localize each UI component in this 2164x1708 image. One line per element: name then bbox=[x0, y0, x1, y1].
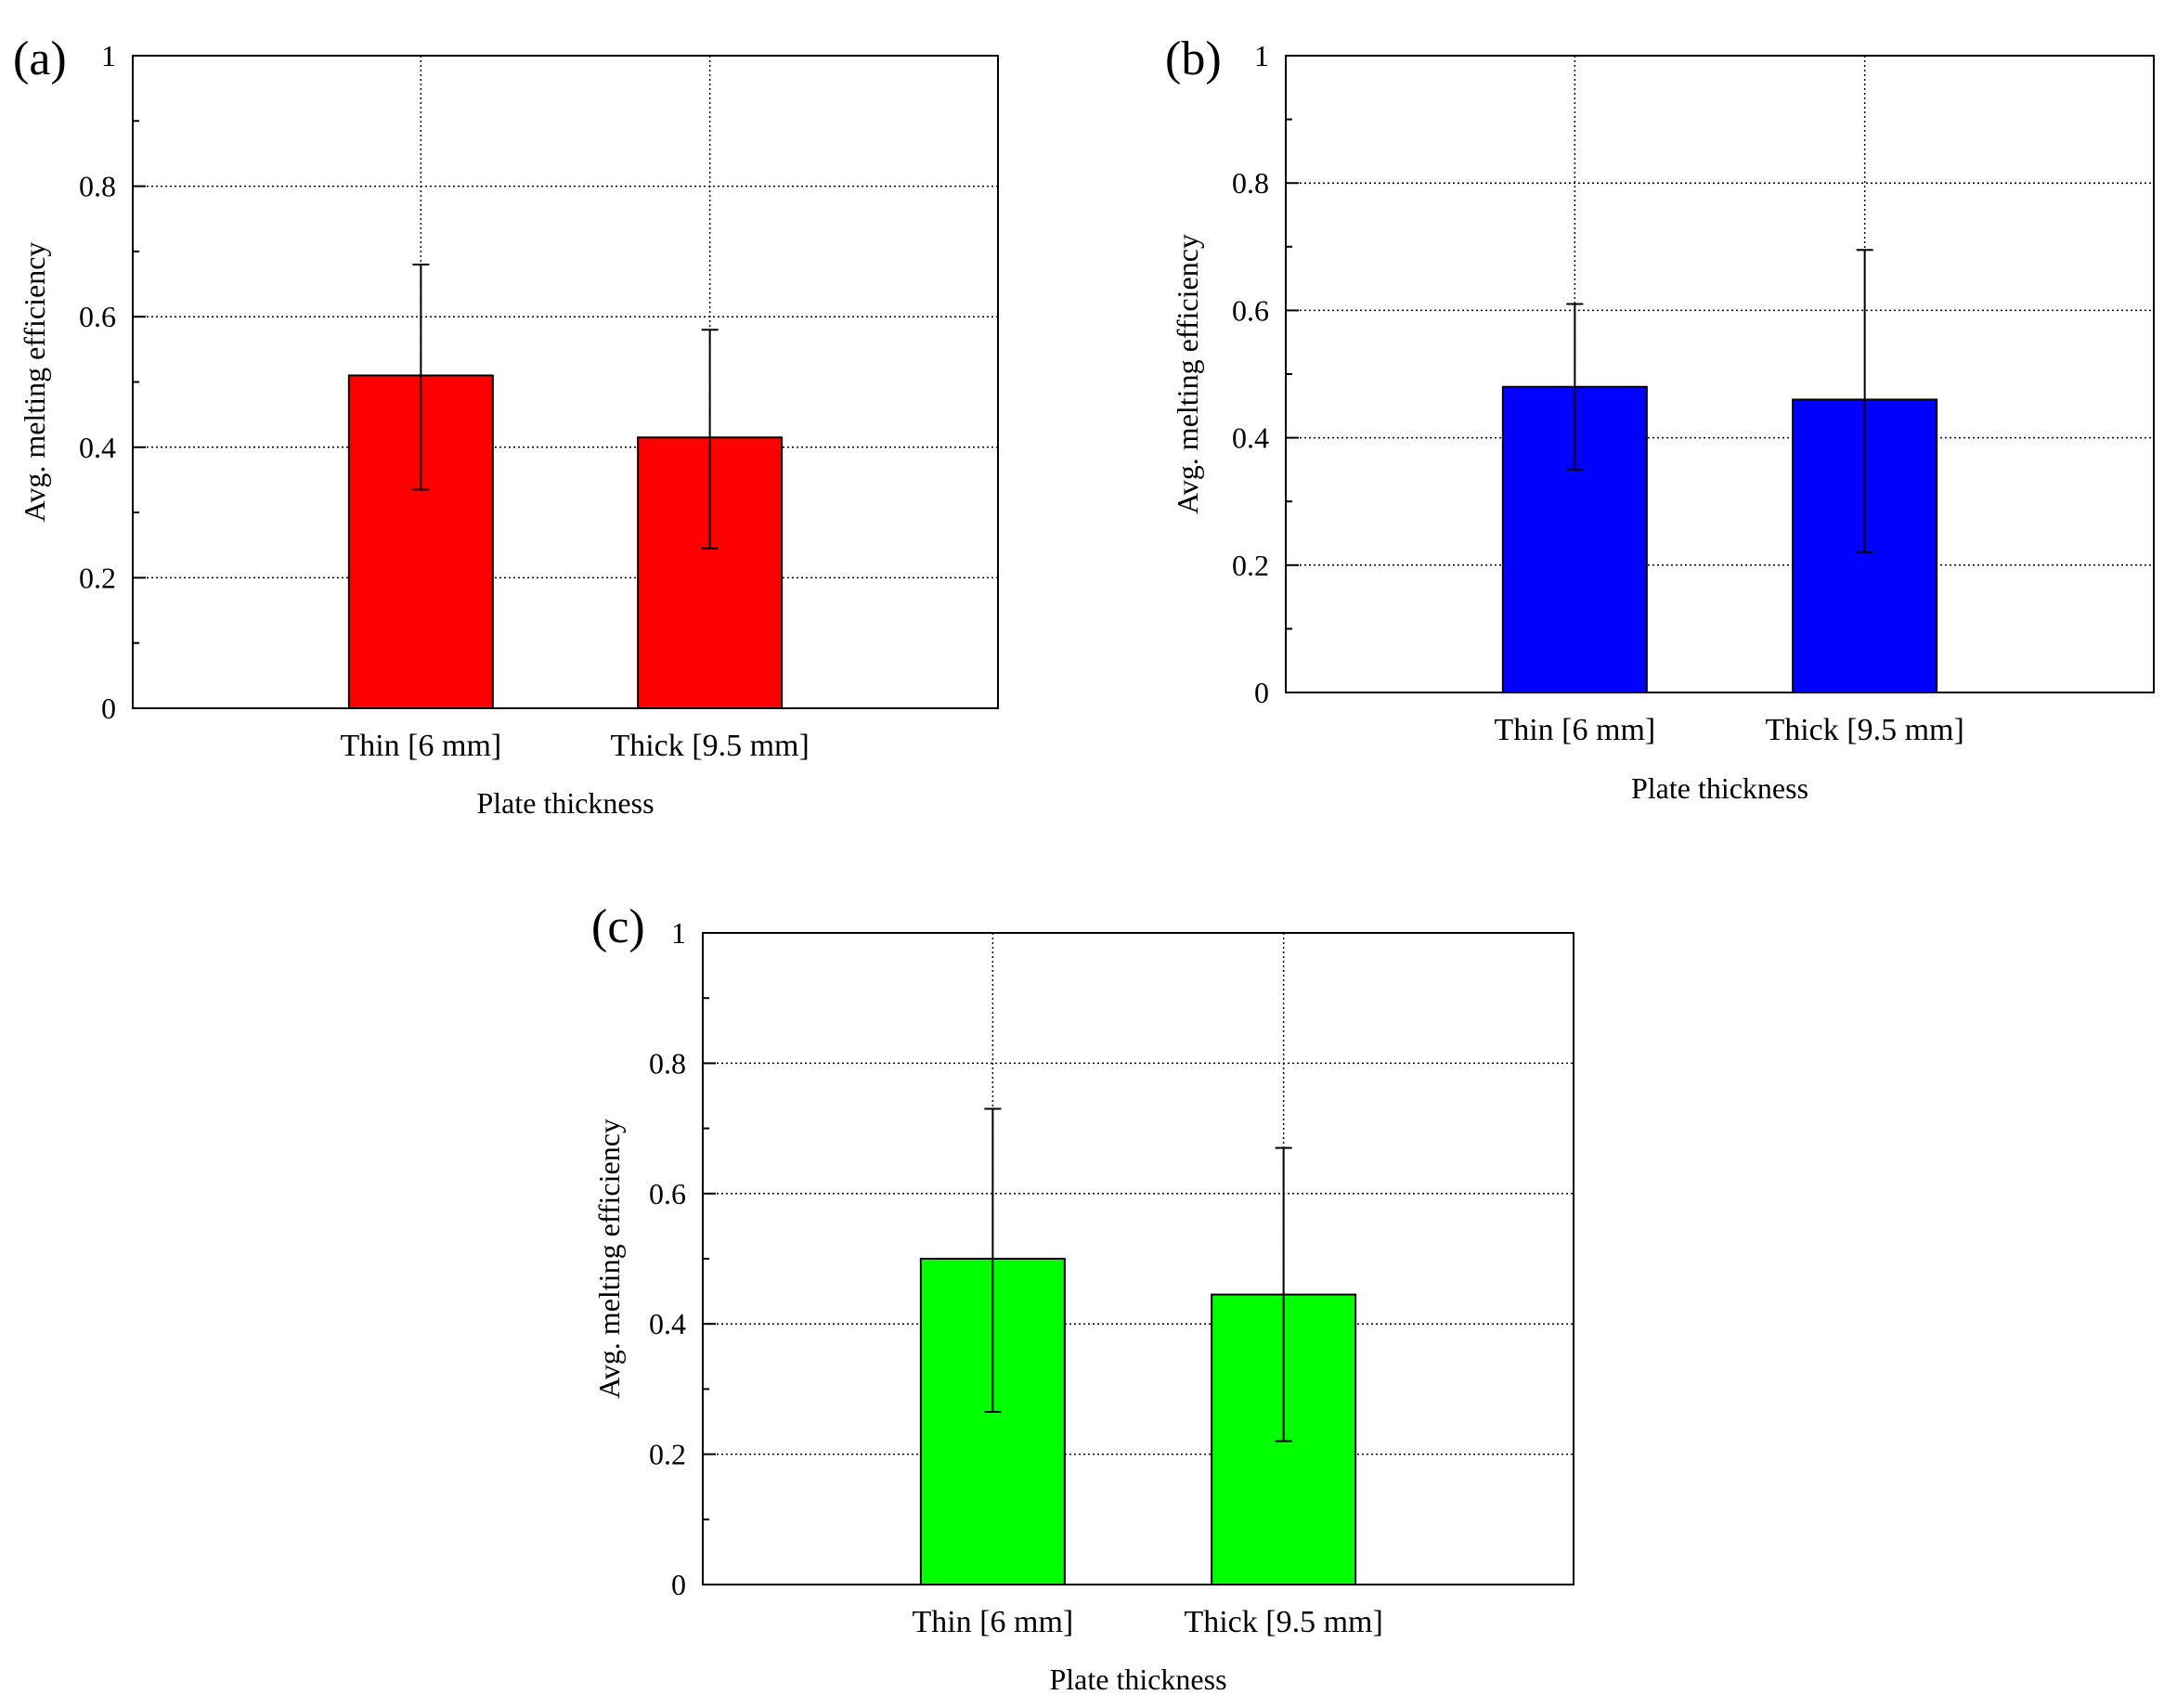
y-tick-label: 0 bbox=[671, 1568, 686, 1601]
panel-label: (c) bbox=[591, 900, 645, 953]
x-tick-label: Thick [9.5 mm] bbox=[1765, 713, 1963, 747]
chart-panel-c: (c) 0 0.2 0.4 0.6 0.8 1 Thin [6 mm] Thick [9.5 m… bbox=[591, 900, 1574, 1696]
y-tick-label: 0 bbox=[101, 692, 116, 725]
y-tick-label: 0.8 bbox=[79, 170, 116, 203]
x-tick-label: Thin [6 mm] bbox=[1494, 713, 1655, 747]
y-tick-label: 0.8 bbox=[649, 1046, 686, 1080]
y-tick-label: 1 bbox=[1254, 39, 1269, 72]
panel-label: (a) bbox=[13, 32, 67, 85]
x-tick-label: Thick [9.5 mm] bbox=[610, 729, 809, 763]
y-tick-label: 0.2 bbox=[1232, 549, 1269, 582]
y-axis-title: Avg. melting efficiency bbox=[592, 1119, 626, 1399]
y-tick-label: 0.4 bbox=[649, 1307, 686, 1340]
plot-frame bbox=[132, 55, 999, 709]
y-tick-label: 1 bbox=[671, 916, 686, 950]
chart-panel-a: (a) 0 0.2 0.4 0.6 0.8 1 Thin [6 mm] Thick [9.5 m… bbox=[13, 32, 999, 820]
y-tick-label: 0.2 bbox=[649, 1438, 686, 1471]
y-tick-label: 0.6 bbox=[1232, 293, 1269, 327]
chart-panel-b: (b) 0 0.2 0.4 0.6 0.8 1 Thin [6 mm] Thick [9.5 m… bbox=[1165, 32, 2155, 805]
plot-frame bbox=[702, 932, 1574, 1585]
y-tick-label: 0.2 bbox=[79, 561, 116, 594]
y-tick-label: 0.6 bbox=[79, 300, 116, 333]
x-axis-title: Plate thickness bbox=[1049, 1663, 1226, 1696]
y-tick-label: 0.4 bbox=[1232, 421, 1269, 455]
x-tick-label: Thick [9.5 mm] bbox=[1184, 1605, 1382, 1639]
y-axis-title: Avg. melting efficiency bbox=[18, 242, 51, 523]
x-axis-title: Plate thickness bbox=[1631, 771, 1808, 805]
y-tick-label: 1 bbox=[101, 39, 116, 72]
x-tick-label: Thin [6 mm] bbox=[912, 1605, 1073, 1639]
y-tick-label: 0 bbox=[1254, 676, 1269, 709]
y-tick-label: 0.8 bbox=[1232, 166, 1269, 200]
x-tick-label: Thin [6 mm] bbox=[340, 729, 501, 763]
y-tick-label: 0.4 bbox=[79, 431, 116, 464]
x-axis-title: Plate thickness bbox=[476, 786, 654, 820]
y-axis-title: Avg. melting efficiency bbox=[1171, 234, 1204, 514]
panel-label: (b) bbox=[1165, 32, 1222, 85]
plot-frame bbox=[1285, 55, 2155, 693]
y-tick-label: 0.6 bbox=[649, 1177, 686, 1210]
